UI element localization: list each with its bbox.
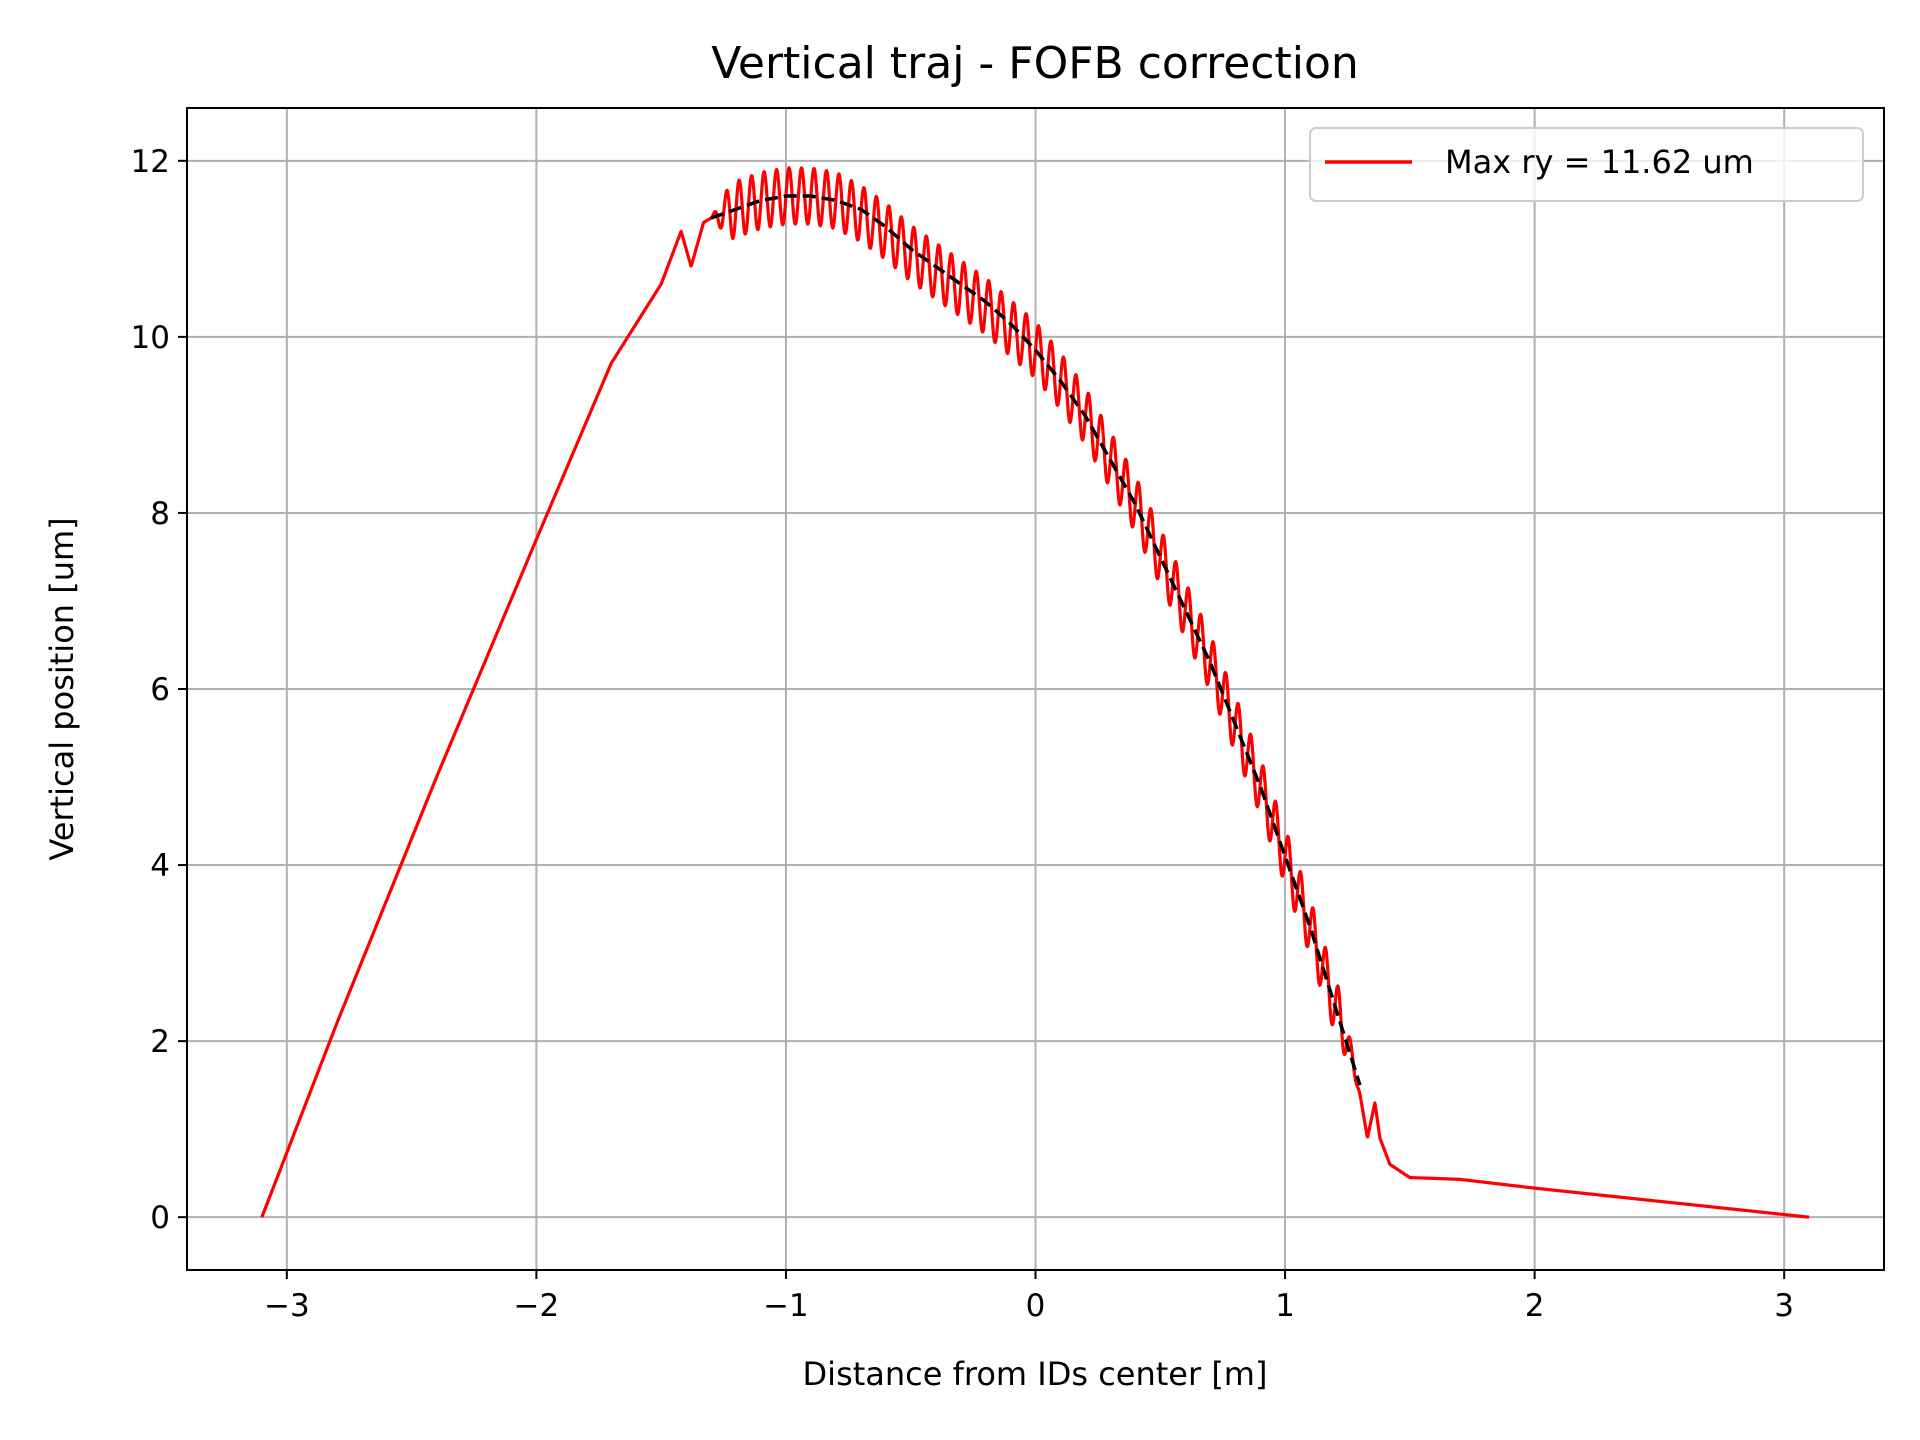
y-tick-label: 0 [150, 1200, 170, 1236]
y-tick-label: 4 [150, 848, 170, 884]
y-axis-label: Vertical position [um] [43, 517, 81, 860]
y-tick-label: 6 [150, 672, 170, 708]
chart-title: Vertical traj - FOFB correction [711, 38, 1359, 89]
y-tick-label: 2 [150, 1024, 170, 1060]
x-tick-label: −3 [264, 1288, 310, 1324]
series-line-dashed-fit [710, 194, 1362, 1086]
x-axis-label: Distance from IDs center [m] [803, 1355, 1268, 1393]
x-tick-label: 2 [1525, 1288, 1545, 1324]
x-tick-label: −1 [763, 1288, 809, 1324]
x-tick-label: 3 [1774, 1288, 1794, 1324]
y-tick-label: 10 [131, 320, 170, 356]
legend-box [1309, 127, 1864, 202]
x-tick-label: 0 [1026, 1288, 1046, 1324]
legend-entry-label: Max ry = 11.62 um [1445, 143, 1754, 181]
y-tick-label: 8 [150, 496, 170, 532]
plot-series [260, 166, 1811, 1219]
x-tick-label: 1 [1275, 1288, 1295, 1324]
x-tick-label: −2 [514, 1288, 560, 1324]
legend: Max ry = 11.62 um [1309, 127, 1864, 202]
y-tick-label: 12 [131, 144, 170, 180]
